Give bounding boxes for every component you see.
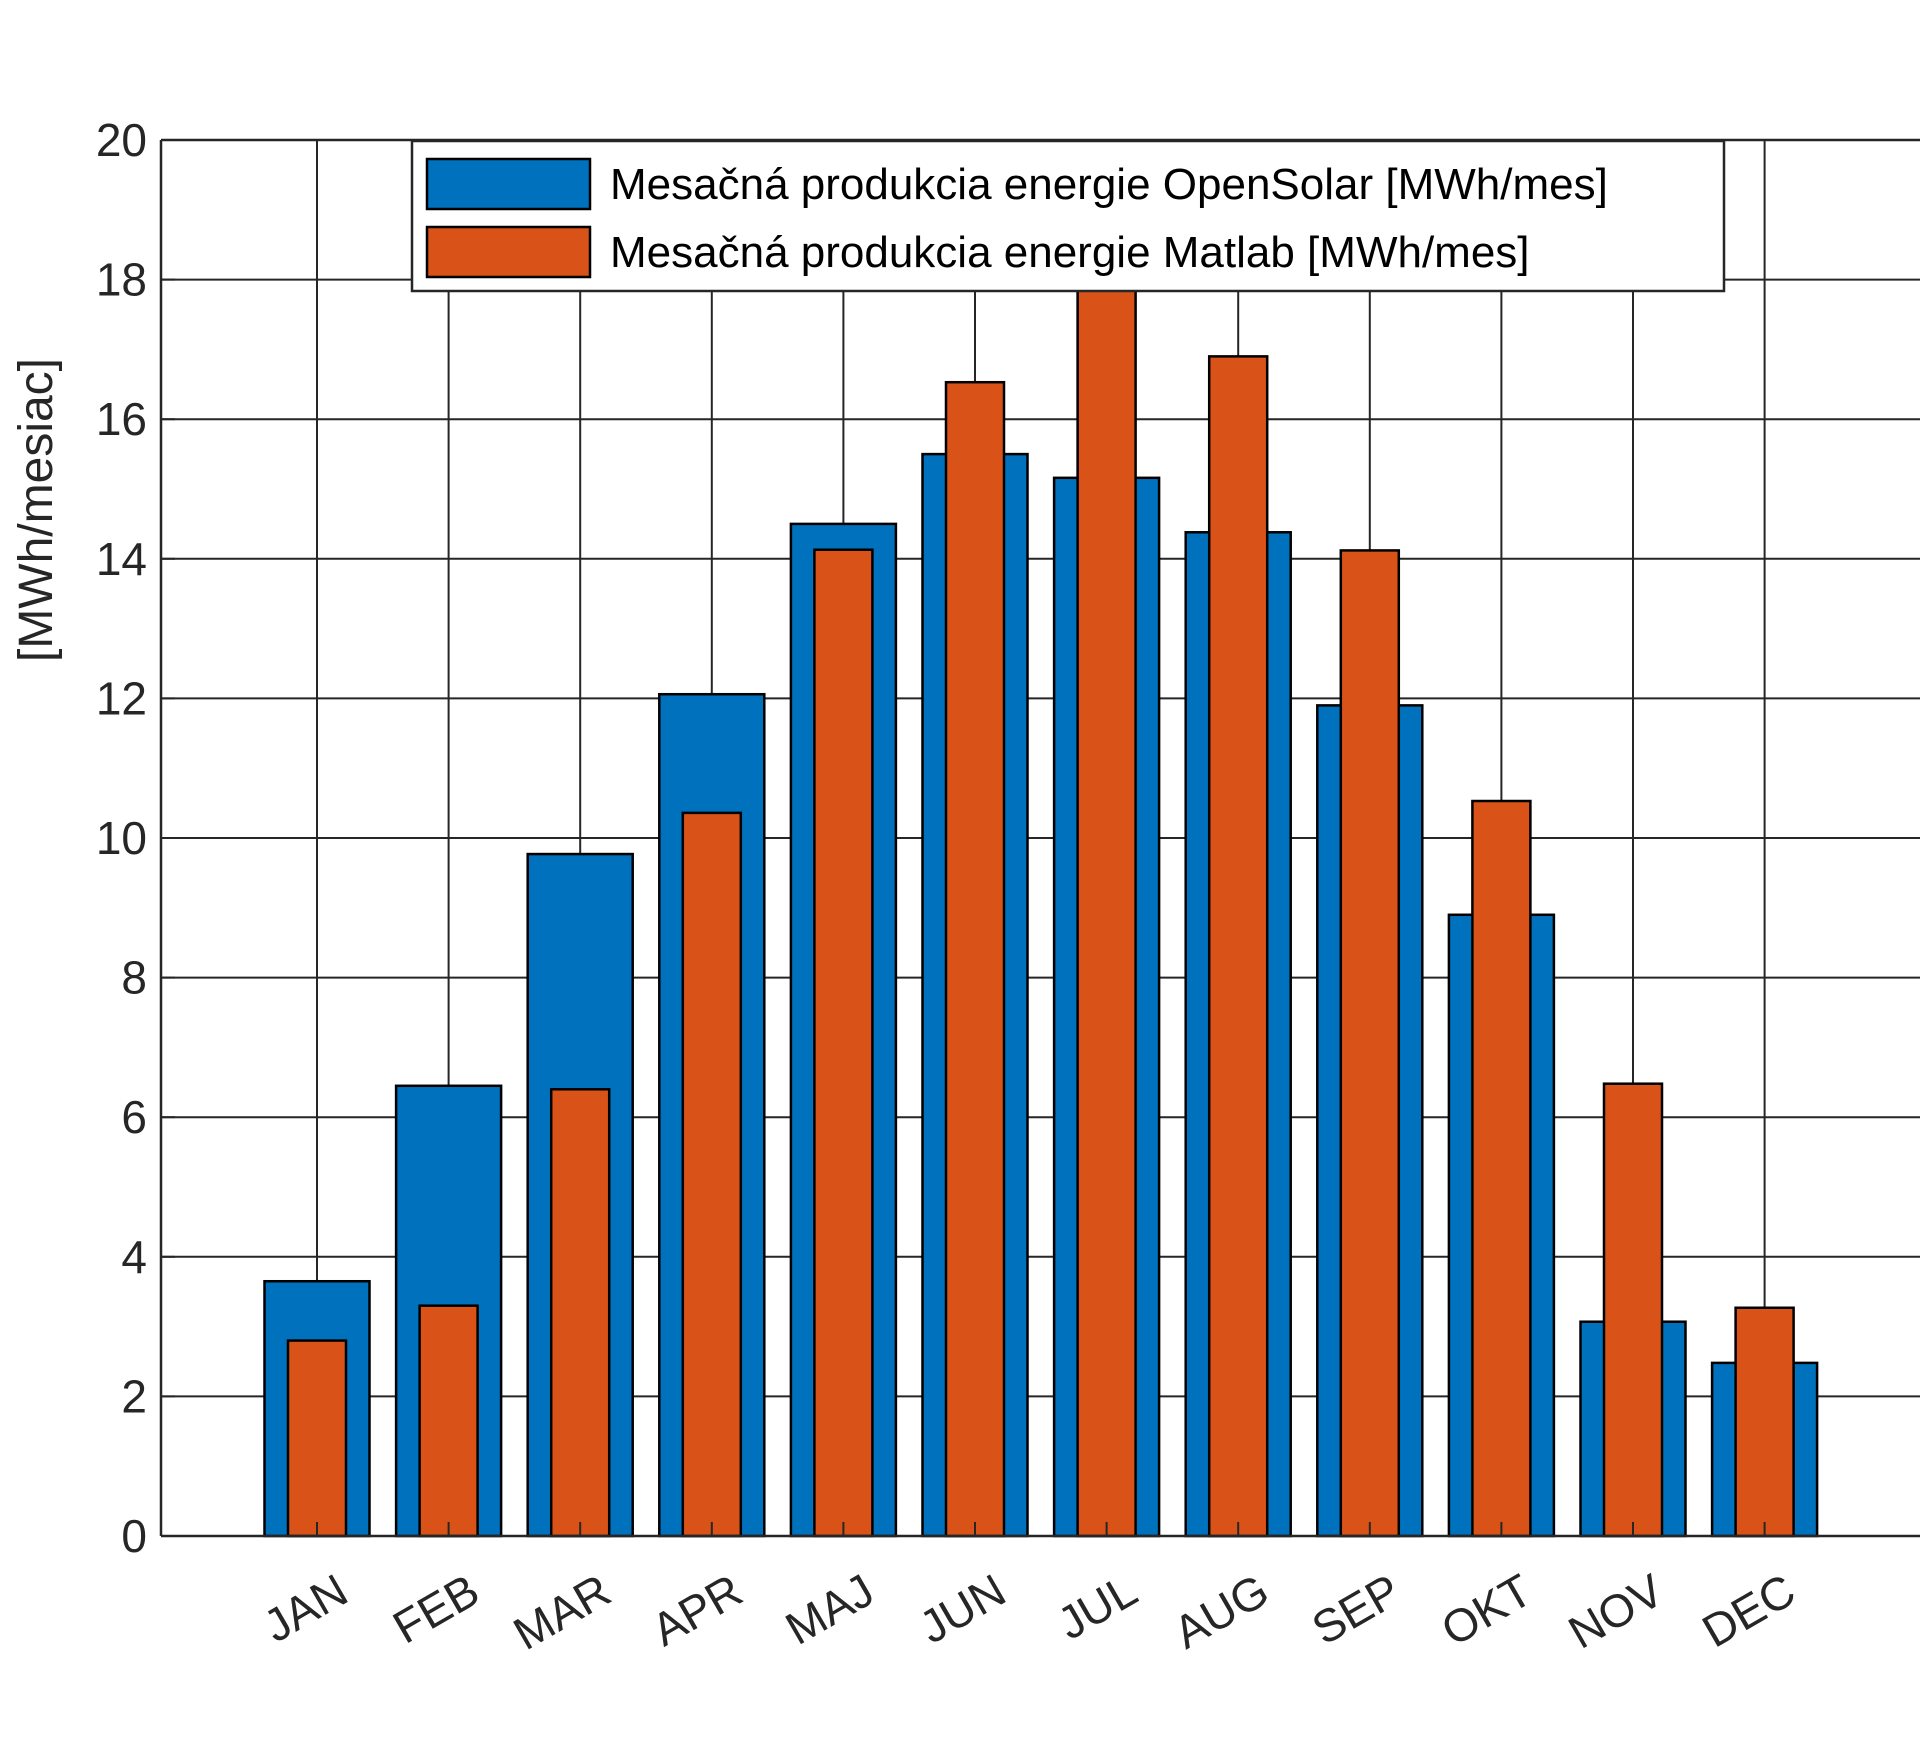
- x-tick-label: APR: [643, 1564, 751, 1656]
- y-tick-label: 18: [96, 254, 147, 306]
- x-tick-label: JUN: [911, 1564, 1014, 1654]
- bar-matlab: [418, 1304, 479, 1538]
- bar-matlab: [1734, 1306, 1795, 1538]
- bar-matlab: [286, 1339, 348, 1538]
- x-tick-label: MAJ: [777, 1564, 883, 1655]
- x-tick-label: OKT: [1433, 1564, 1541, 1656]
- legend-swatch: [425, 157, 592, 211]
- legend-entry: Mesačná produkcia energie OpenSolar [MWh…: [610, 160, 1608, 209]
- y-tick-label: 8: [121, 952, 147, 1004]
- x-tick-label: SEP: [1303, 1564, 1409, 1655]
- bar-matlab: [549, 1088, 611, 1538]
- y-tick-label: 10: [96, 812, 147, 864]
- bar-matlab: [1471, 799, 1532, 1538]
- y-tick-label: 20: [96, 114, 147, 166]
- bar-matlab: [813, 548, 874, 1538]
- x-tick-label: FEB: [384, 1564, 487, 1654]
- bar-matlab: [681, 811, 743, 1538]
- y-tick-label: 6: [121, 1091, 147, 1143]
- y-axis-label: [MWh/mesiac]: [10, 358, 63, 662]
- legend: Mesačná produkcia energie OpenSolar [MWh…: [410, 139, 1726, 293]
- y-tick-label: 12: [96, 672, 147, 724]
- y-tick-label: 2: [121, 1370, 147, 1422]
- x-tick-label: JUL: [1049, 1564, 1146, 1650]
- bar-matlab: [1076, 278, 1137, 1538]
- bar-matlab: [1339, 549, 1401, 1538]
- legend-box: [410, 139, 1726, 293]
- y-tick-label: 0: [121, 1510, 147, 1562]
- bar-matlab: [1207, 355, 1269, 1538]
- y-tick-label: 4: [121, 1231, 147, 1283]
- legend-entry: Mesačná produkcia energie Matlab [MWh/me…: [610, 228, 1530, 277]
- y-tick-label: 14: [96, 533, 147, 585]
- bars: [263, 278, 1819, 1538]
- x-tick-label: MAR: [505, 1564, 620, 1660]
- x-tick-label: NOV: [1560, 1563, 1673, 1658]
- bar-matlab: [944, 380, 1006, 1538]
- bar-matlab: [1602, 1082, 1664, 1538]
- x-tick-label: AUG: [1165, 1564, 1277, 1659]
- x-tick-label: DEC: [1693, 1564, 1803, 1658]
- legend-swatch: [425, 225, 592, 279]
- x-tick-label: JAN: [255, 1564, 356, 1652]
- y-tick-label: 16: [96, 393, 147, 445]
